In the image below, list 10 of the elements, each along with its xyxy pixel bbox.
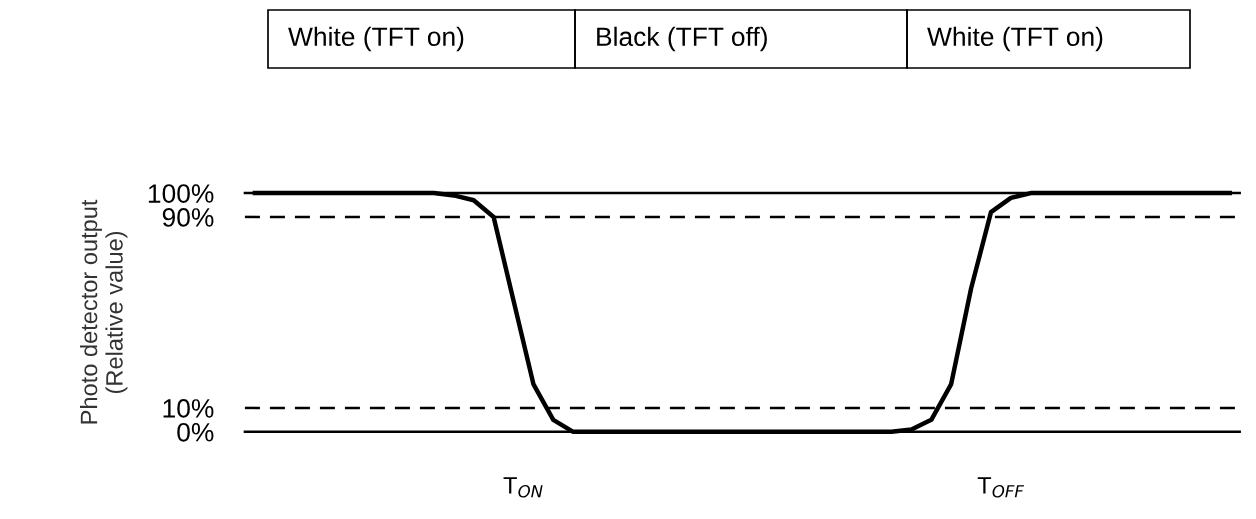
y-tick-label: 90% (162, 208, 214, 227)
text: T$_{OFF}$ (977, 477, 1025, 498)
y-tick-label: 0% (177, 422, 214, 442)
y-tick-label: 100% (148, 184, 214, 203)
text: Black (TFT off) (597, 26, 767, 52)
text: White (TFT on) (288, 26, 464, 52)
text: White (TFT on) (927, 26, 1103, 52)
text: T$_{ON}$ (503, 477, 543, 498)
y-tick-label: 10% (163, 399, 214, 418)
y-axis-title: Photo detector output (Relative value) (79, 199, 128, 424)
